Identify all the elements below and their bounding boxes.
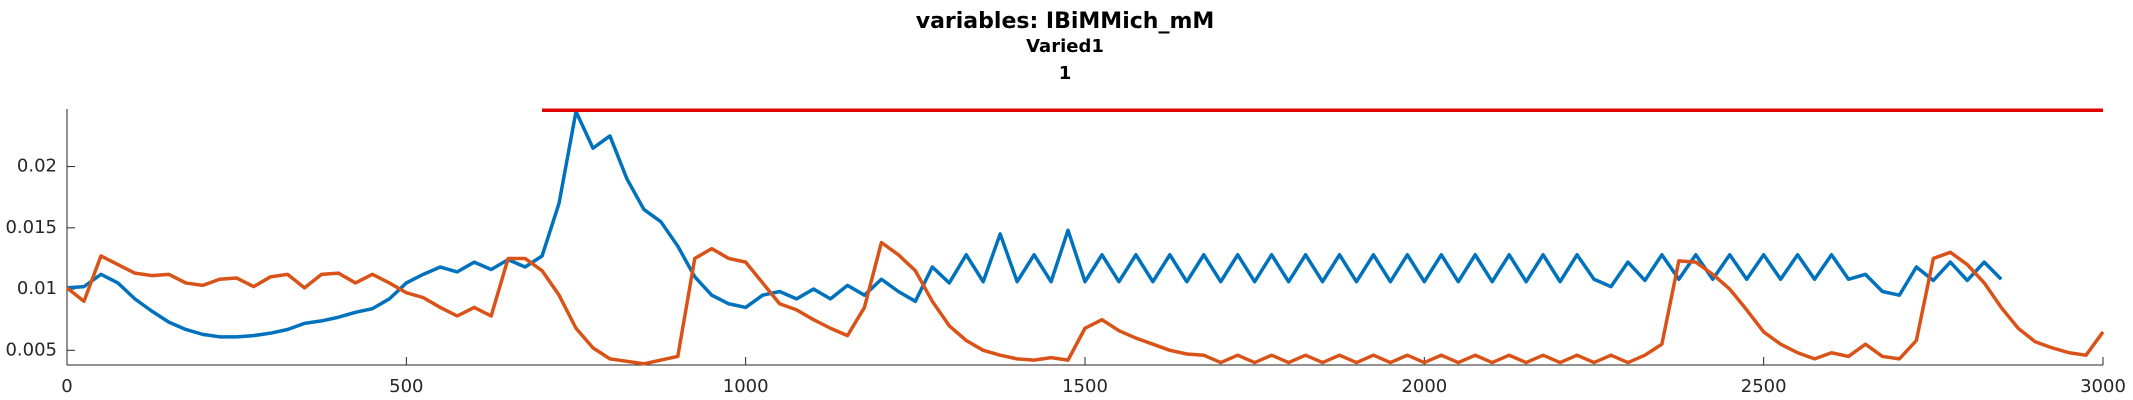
x-tick-label: 1000 [723,376,769,397]
y-tick-label: 0.01 [17,278,57,299]
x-tick-label: 3000 [2080,376,2126,397]
x-tick-label: 1500 [1062,376,1108,397]
x-tick-label: 2500 [1741,376,1787,397]
series-line [66,109,2003,339]
x-tick-label: 2000 [1401,376,1447,397]
y-tick-label: 0.005 [5,339,57,360]
x-tick-label: 0 [61,376,72,397]
chart-subtitle: Varied1 [1026,36,1104,57]
chart-subtitle: 1 [1059,63,1072,84]
y-tick-label: 0.02 [17,156,57,177]
y-tick-label: 0.015 [5,217,57,238]
chart-title: variables: IBiMMich_mM [916,9,1215,34]
series-line [65,240,2105,366]
x-tick-label: 500 [389,376,423,397]
